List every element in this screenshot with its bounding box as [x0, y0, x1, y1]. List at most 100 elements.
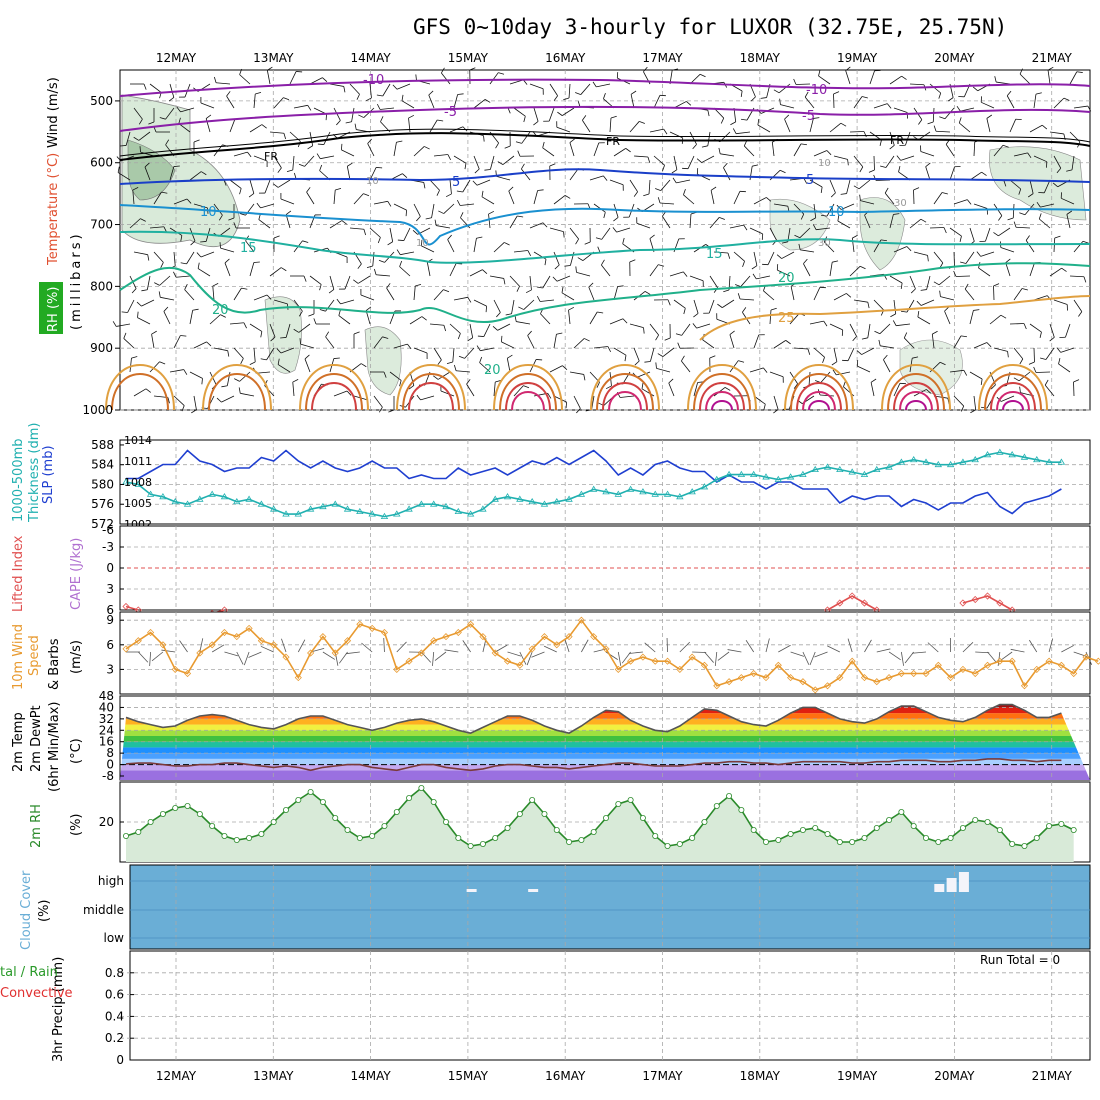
- rh-line-point: [541, 811, 548, 818]
- wind-speed-line-point: [565, 633, 573, 641]
- axis-tick: 584: [91, 458, 114, 472]
- rh-line-point: [467, 843, 474, 850]
- wind-speed-line-point: [405, 657, 413, 665]
- wind-speed-line-point: [479, 633, 487, 641]
- thickness-line-point: [1033, 455, 1041, 463]
- wind-speed-line-point: [208, 641, 216, 649]
- date-label-bottom: 17MAY: [642, 1069, 683, 1083]
- rh-line-point: [1033, 835, 1040, 842]
- label-fr: FR: [264, 150, 278, 163]
- wind-speed-line-point: [417, 649, 425, 657]
- rh-line-point: [319, 799, 326, 806]
- lifted-index-line-point: [122, 602, 130, 611]
- rh-line-point: [849, 839, 856, 846]
- date-axis-bottom: 12MAY 13MAY 14MAY 15MAY 16MAY 17MAY 18MAY 19MAY…: [156, 1069, 1073, 1083]
- cloud-block: [958, 872, 969, 892]
- wind-speed-line-point: [737, 674, 745, 682]
- wind-speed-line-point: [922, 669, 930, 678]
- slp-line: [126, 449, 1062, 515]
- thickness-line-point: [220, 493, 229, 500]
- axis-tick: 24: [99, 723, 114, 737]
- wind-speed-line-point: [1057, 661, 1065, 669]
- cloud-axis: high middle low: [83, 874, 124, 945]
- rh-line-point: [492, 835, 499, 842]
- wind-speed-line-point: [343, 637, 352, 645]
- wind-speed-line-point: [774, 661, 782, 669]
- wind-speed-line-point: [220, 628, 229, 637]
- wind-speed-line-point: [196, 649, 204, 657]
- thickness-line-point: [269, 505, 278, 512]
- label-10m-wind: 10m Wind: [11, 624, 26, 690]
- rh-line-point: [1009, 841, 1016, 848]
- lifted-index-line-point: [959, 599, 967, 607]
- wind-speed-line-point: [910, 669, 918, 678]
- thickness-line-point: [651, 490, 659, 497]
- thickness-line-point: [565, 495, 573, 502]
- label-slp: SLP (mb): [41, 445, 56, 504]
- label-10: 10: [200, 205, 217, 220]
- wind-speed-line-point: [725, 678, 733, 686]
- date-label-top: 17MAY: [642, 51, 683, 65]
- label-precip: 3hr Precip (mm): [51, 957, 66, 1062]
- rh-line-point: [1058, 821, 1065, 828]
- label-10b: 10: [828, 205, 845, 220]
- rh-line-point: [676, 841, 683, 848]
- wind-speed-line-point: [873, 678, 881, 686]
- label-wind-units: (m/s): [69, 640, 84, 674]
- wind-speed-line-point: [171, 665, 179, 673]
- label-millibars: (millibars): [69, 231, 84, 330]
- label-20: 20: [212, 303, 229, 318]
- wind-speed-line-point: [307, 649, 315, 657]
- thickness-line-point: [626, 485, 635, 492]
- thickness-line-point: [971, 455, 979, 463]
- date-label-top: 16MAY: [545, 51, 586, 65]
- rh-line-point: [529, 797, 536, 804]
- label-thickness-b: Thickness (dm): [27, 423, 42, 523]
- wind-speed-line-point: [393, 665, 401, 673]
- thickness-line-point: [442, 502, 450, 510]
- rh-line-point: [652, 833, 659, 840]
- wind-speed-line-point: [688, 653, 696, 661]
- thickness-line: [125, 451, 1062, 518]
- wind-speed-line-point: [147, 628, 155, 637]
- label-speed: Speed: [27, 635, 42, 676]
- wind-barbs: [112, 66, 1092, 414]
- date-label-top: 21MAY: [1032, 51, 1073, 65]
- thickness-line-point: [811, 465, 819, 473]
- rh-line-point: [664, 843, 671, 850]
- thickness-line-point: [319, 502, 327, 510]
- thickness-line-point: [183, 500, 192, 507]
- thickness-line-point: [146, 490, 155, 497]
- wind-speed-line-point: [1033, 665, 1041, 673]
- cloud-block: [946, 878, 957, 892]
- cloud-tick: high: [98, 874, 124, 888]
- thickness-line-point: [713, 475, 721, 482]
- wind-speed-line-point: [430, 637, 438, 645]
- rh-line-point: [553, 827, 560, 834]
- rh-line-point: [566, 839, 573, 846]
- label-rh-units: (%): [69, 814, 84, 837]
- rh-line-point: [455, 835, 462, 842]
- axis-tick: 3: [106, 662, 114, 676]
- wind-speed-line-point: [331, 649, 339, 657]
- wind-speed-line-point: [860, 674, 869, 682]
- rh-line-point: [590, 829, 597, 836]
- rh-line-point: [282, 807, 289, 814]
- rh-line-point: [775, 837, 782, 844]
- label-5b: 5: [806, 173, 814, 188]
- wind-speed-line-point: [885, 674, 893, 682]
- label-minus10: -10: [363, 73, 384, 88]
- cloud-block: [934, 884, 945, 892]
- wind-speed-line-point: [947, 674, 955, 682]
- wind-speed-line-point: [1082, 653, 1090, 661]
- thickness-line-point: [688, 488, 696, 495]
- chart-title: GFS 0~10day 3-hourly for LUXOR (32.75E, …: [413, 15, 1007, 39]
- axis-tick: 0.6: [105, 988, 124, 1002]
- wind-speed-line-point: [356, 620, 364, 628]
- thickness-line-point: [897, 458, 906, 465]
- wind-speed-line-point: [319, 633, 327, 641]
- rh-line-point: [603, 815, 610, 822]
- thickness-line-point: [749, 470, 758, 477]
- label-2m-dewpt: 2m DewPt: [29, 705, 44, 772]
